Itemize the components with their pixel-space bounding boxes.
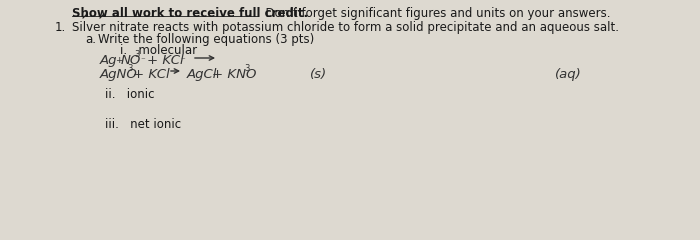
Text: ⁻: ⁻ [180,56,185,65]
Text: i.   molecular: i. molecular [120,44,197,57]
Text: (s): (s) [310,68,327,81]
Text: Show all work to receive full credit.: Show all work to receive full credit. [72,7,308,20]
Text: + KNO: + KNO [212,68,256,81]
Text: 3: 3 [127,64,132,73]
Text: iii.   net ionic: iii. net ionic [105,118,181,131]
Text: AgCl: AgCl [187,68,218,81]
Text: (aq): (aq) [555,68,582,81]
Text: AgNO: AgNO [100,68,138,81]
Text: Don’t forget significant figures and units on your answers.: Don’t forget significant figures and uni… [258,7,610,20]
Text: + KCl: + KCl [133,68,169,81]
Text: ⁻: ⁻ [140,56,145,65]
Text: + KCl: + KCl [147,54,183,67]
Text: 3: 3 [134,50,139,59]
Text: ii.   ionic: ii. ionic [105,88,155,101]
Text: Silver nitrate reacts with potassium chloride to form a solid precipitate and an: Silver nitrate reacts with potassium chl… [72,21,619,34]
Text: Ag: Ag [100,54,118,67]
Text: 3: 3 [244,64,249,73]
Text: a.: a. [85,33,96,46]
Text: 1.: 1. [55,21,66,34]
Text: +: + [115,56,122,65]
Text: Write the following equations (3 pts): Write the following equations (3 pts) [98,33,314,46]
Text: NO: NO [121,54,141,67]
